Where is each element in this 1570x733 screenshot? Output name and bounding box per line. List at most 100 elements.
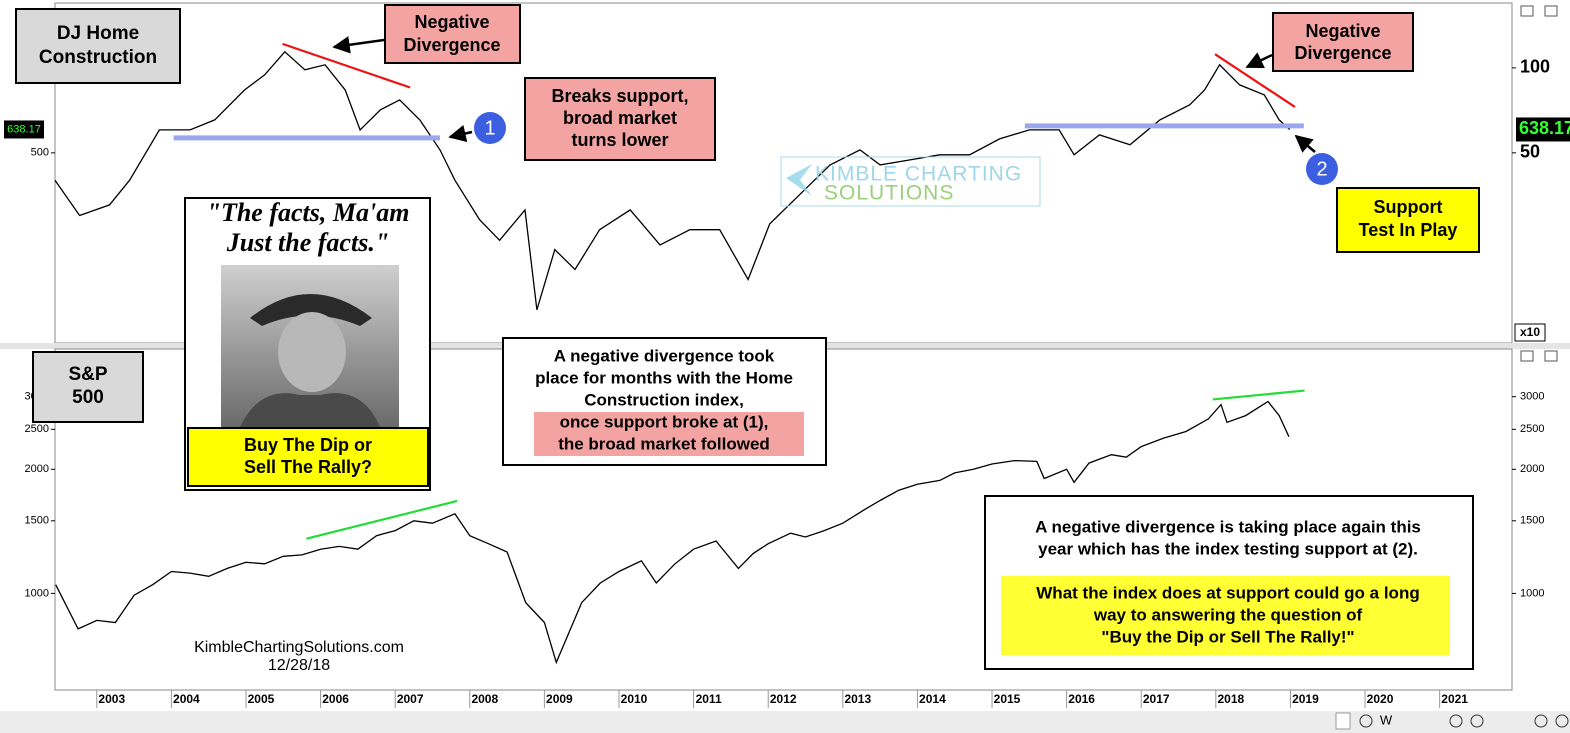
photo-hat [250, 294, 372, 326]
annotation-text: Breaks support, [551, 86, 688, 106]
y2-tick-label: 1000 [1520, 587, 1544, 599]
x-tick-label: 2014 [919, 692, 946, 706]
marker-label: 2 [1316, 158, 1327, 180]
x-tick-label: 2008 [471, 692, 498, 706]
annotation-text: broad market [563, 108, 677, 128]
note-text: A negative divergence is taking place ag… [1035, 517, 1421, 536]
annotation-text: Divergence [403, 35, 500, 55]
note-text: "Buy the Dip or Sell The Rally!" [1101, 627, 1354, 646]
x-tick-label: 2015 [994, 692, 1021, 706]
x-tick-label: 2018 [1217, 692, 1244, 706]
x-tick-label: 2013 [844, 692, 871, 706]
x-tick-label: 2003 [98, 692, 125, 706]
toolbar-button[interactable] [1359, 714, 1373, 728]
last-value-box [4, 120, 44, 139]
panel-title: DJ Home [57, 23, 139, 44]
annotation-box [384, 4, 521, 64]
note-highlight [534, 412, 804, 456]
x-tick-label: 2004 [173, 692, 200, 706]
window-button[interactable] [1544, 5, 1558, 17]
y-tick-label: 2000 [25, 463, 49, 475]
watermark-text: KIMBLE CHARTING [815, 163, 1022, 186]
y2-tick-label: 50 [1520, 142, 1540, 162]
panel-title: S&P [68, 364, 107, 385]
window-button[interactable] [1544, 350, 1558, 362]
trend-line [1214, 53, 1296, 108]
toolbar [0, 711, 1570, 733]
toolbar-button[interactable] [1555, 714, 1569, 728]
y2-tick-label: 1500 [1520, 515, 1544, 527]
annotation-text: turns lower [571, 130, 668, 150]
annotation-text: Divergence [1294, 43, 1391, 63]
title-box [32, 351, 144, 423]
title-box [15, 8, 181, 84]
x-tick-label: 2009 [546, 692, 573, 706]
note-text: What the index does at support could go … [1036, 583, 1419, 602]
credit-text: KimbleChartingSolutions.com [194, 639, 404, 656]
annotation-box [1336, 187, 1480, 253]
arrow [448, 124, 473, 143]
x-tick-label: 2007 [397, 692, 424, 706]
note-text: year which has the index testing support… [1038, 539, 1418, 558]
watermark-text: SOLUTIONS [824, 182, 954, 205]
window-button[interactable] [1520, 5, 1534, 17]
annotation-box [524, 77, 716, 161]
trend-line [1212, 389, 1305, 401]
caption-text: Sell The Rally? [244, 457, 372, 477]
x-tick-label: 2016 [1068, 692, 1095, 706]
y-tick-label: 1500 [25, 515, 49, 527]
last-value-box [1516, 117, 1570, 142]
x-tick-label: 2006 [322, 692, 349, 706]
arrow [332, 36, 385, 54]
x-tick-label: 2019 [1292, 692, 1319, 706]
arrow [1245, 52, 1273, 69]
trend-line [282, 42, 411, 89]
multiplier-box [1514, 323, 1546, 342]
quote-text: "The facts, Ma'am [207, 198, 410, 227]
note-text: once support broke at (1), [560, 412, 769, 431]
arrow [1294, 134, 1316, 153]
y2-tick-label: 100 [1520, 57, 1550, 77]
toolbar-button[interactable] [1534, 714, 1548, 728]
annotation-text: Test In Play [1359, 220, 1458, 240]
annotation-text: Negative [1305, 21, 1380, 41]
note-text: place for months with the Home [535, 368, 793, 387]
marker-circle [1306, 153, 1338, 185]
watermark-logo [786, 164, 812, 196]
credit-text: 12/28/18 [268, 657, 330, 674]
x-tick-label: 2017 [1143, 692, 1170, 706]
x-tick-label: 2005 [248, 692, 275, 706]
y2-tick-label: 2000 [1520, 463, 1544, 475]
panel-title: Construction [39, 47, 157, 68]
trend-line [306, 499, 458, 540]
y2-tick-label: 3000 [1520, 391, 1544, 403]
note-text: way to answering the question of [1093, 605, 1363, 624]
scroll-button[interactable] [1335, 712, 1351, 730]
last-value-label: 638.17 [1519, 118, 1570, 138]
quote-text: Just the facts." [226, 228, 390, 257]
caption-text: Buy The Dip or [244, 435, 372, 455]
x-tick-label: 2011 [696, 692, 722, 706]
toolbar-button[interactable]: W [1380, 712, 1393, 727]
toolbar-button[interactable] [1470, 714, 1484, 728]
annotation-text: Support [1374, 197, 1443, 217]
annotation-box [1272, 12, 1414, 72]
y2-tick-label: 2500 [1520, 423, 1544, 435]
caption-box [187, 427, 429, 487]
x-tick-label: 2021 [1441, 692, 1468, 706]
annotation-text: Negative [414, 12, 489, 32]
note-text: A negative divergence took [554, 346, 775, 365]
window-button[interactable] [1520, 350, 1534, 362]
photo-face [278, 312, 346, 392]
note-text: Construction index, [584, 390, 744, 409]
panel-title: 500 [72, 387, 104, 408]
toolbar-button[interactable] [1449, 714, 1463, 728]
price-line [55, 400, 1290, 665]
y-tick-label: 2500 [25, 423, 49, 435]
photo-coat [240, 393, 380, 427]
y-tick-label: 500 [31, 147, 49, 159]
note-highlight [1001, 576, 1450, 655]
marker-circle [474, 112, 506, 144]
marker-label: 1 [484, 117, 495, 139]
watermark-frame [780, 156, 1041, 207]
